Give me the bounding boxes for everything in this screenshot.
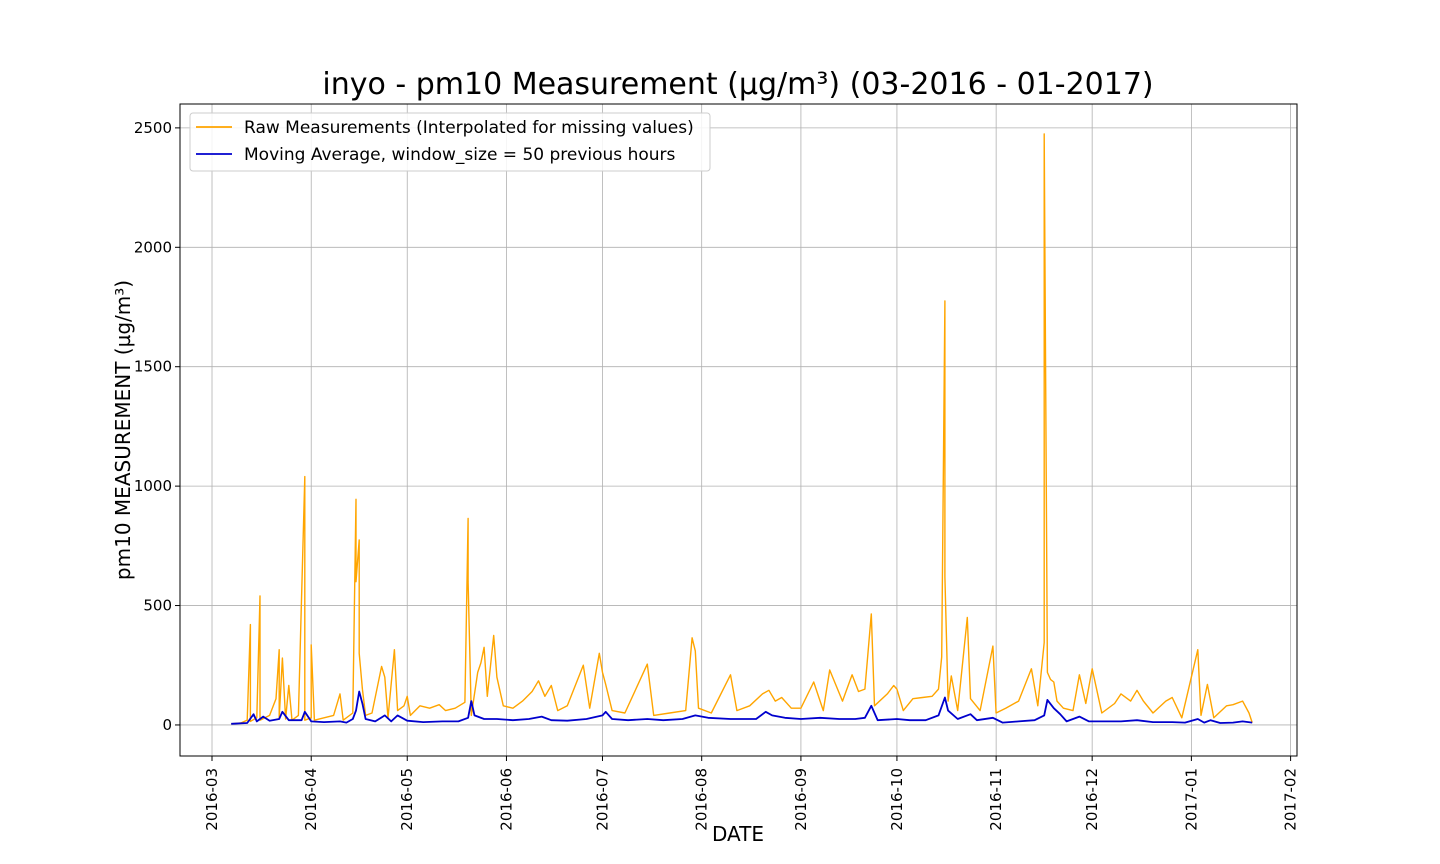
chart-title: inyo - pm10 Measurement (µg/m³) (03-2016…	[322, 67, 1153, 102]
x-tick-label: 2016-10	[888, 768, 906, 831]
series-line-raw-measurements	[231, 133, 1253, 725]
y-axis-label: pm10 MEASUREMENT (µg/m³)	[111, 280, 135, 580]
y-tick-label: 1500	[134, 358, 172, 376]
x-tick-label: 2016-11	[987, 768, 1005, 831]
y-tick-label: 0	[162, 716, 172, 734]
x-tick-label: 2017-01	[1182, 768, 1200, 831]
y-axis-ticks: 0 500 1000 1500 2000 2500	[134, 119, 180, 734]
legend-label-moving-average: Moving Average, window_size = 50 previou…	[244, 145, 676, 165]
x-tick-label: 2016-05	[398, 768, 416, 831]
y-tick-label: 500	[143, 597, 172, 615]
x-tick-label: 2016-12	[1083, 768, 1101, 831]
x-axis-ticks: 2016-03 2016-04 2016-05 2016-06 2016-07 2016-…	[203, 756, 1300, 831]
legend-label-raw: Raw Measurements (Interpolated for missi…	[244, 118, 694, 138]
plot-frame	[179, 103, 1298, 757]
grid	[180, 104, 1297, 756]
x-tick-label: 2017-02	[1282, 768, 1300, 831]
x-tick-label: 2016-09	[792, 768, 810, 831]
x-axis-label: DATE	[712, 822, 764, 846]
series-lines	[231, 133, 1253, 725]
x-tick-label: 2016-06	[497, 768, 515, 831]
y-tick-label: 2500	[134, 119, 172, 137]
x-tick-label: 2016-04	[302, 768, 320, 831]
series-line-moving-average	[231, 690, 1253, 725]
legend-box	[189, 112, 711, 172]
y-tick-label: 1000	[134, 477, 172, 495]
x-tick-label: 2016-03	[203, 768, 221, 831]
legend: Raw Measurements (Interpolated for missi…	[189, 112, 711, 172]
x-tick-label: 2016-07	[593, 768, 611, 831]
x-tick-label: 2016-08	[693, 768, 711, 831]
y-tick-label: 2000	[134, 238, 172, 256]
